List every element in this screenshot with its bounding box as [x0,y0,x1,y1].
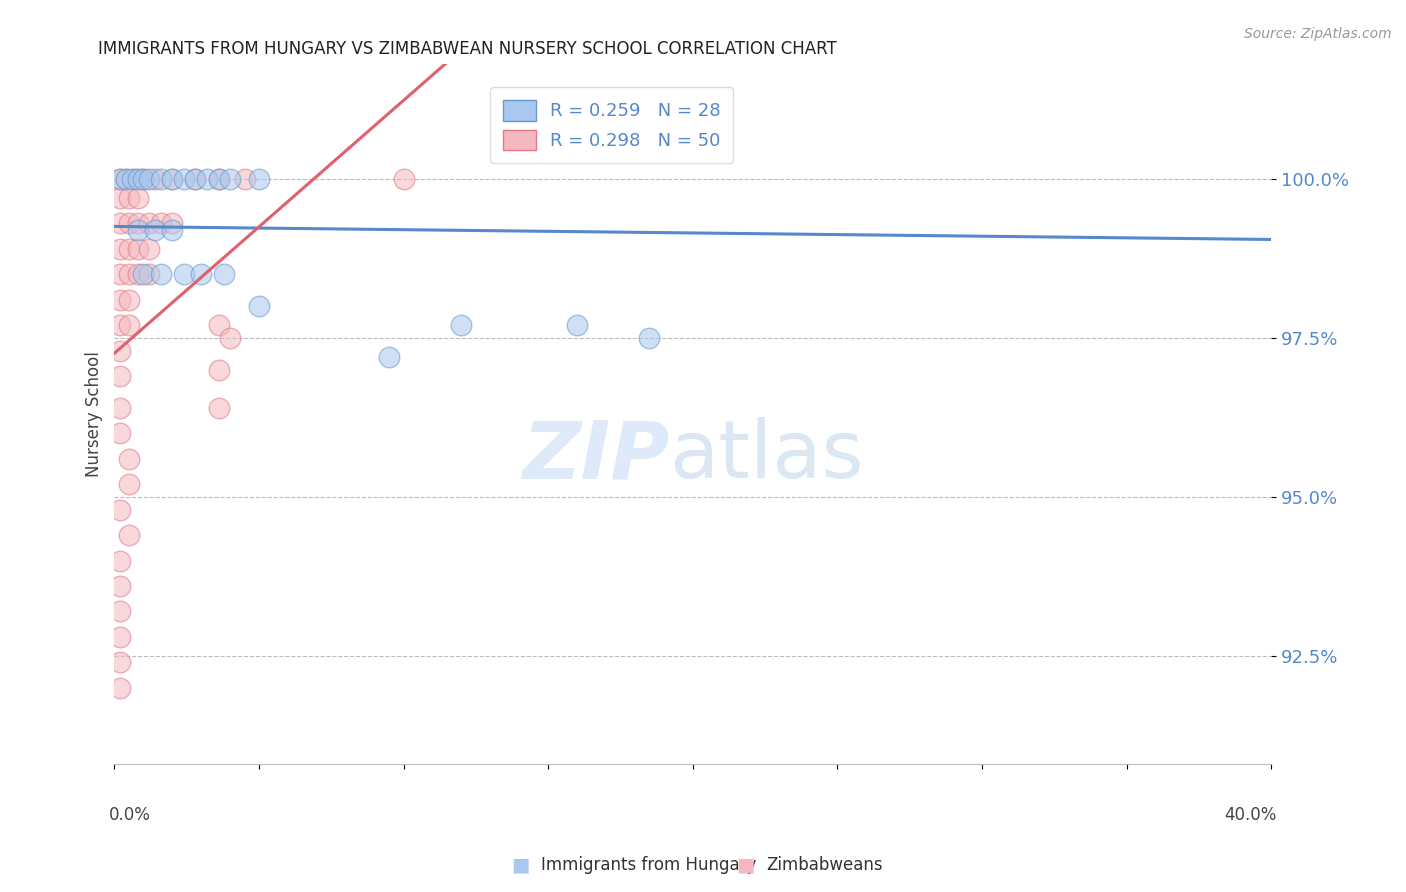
Point [108,191,131,205]
Point [450,318,472,332]
Point [162,171,184,186]
Point [565,318,588,332]
Point [149,216,172,230]
Point [118,242,141,256]
Point [121,171,143,186]
Text: ■: ■ [510,855,530,875]
Point [247,299,270,313]
Point [132,171,155,186]
Point [115,171,138,186]
Point [108,171,131,186]
Point [219,331,242,345]
Point [108,553,131,567]
Point [118,267,141,281]
Point [127,216,149,230]
Point [127,171,149,186]
Point [132,171,155,186]
Point [108,681,131,695]
Point [149,267,172,281]
Point [162,222,184,236]
Point [173,171,195,186]
Point [207,401,229,415]
Point [207,171,229,186]
Point [184,171,207,186]
Point [108,426,131,441]
Text: 40.0%: 40.0% [1225,806,1277,824]
Point [108,318,131,332]
Point [108,293,131,307]
Point [108,605,131,619]
Point [108,656,131,670]
Point [115,171,138,186]
Point [118,451,141,466]
Text: Immigrants from Hungary: Immigrants from Hungary [541,856,756,874]
Point [108,502,131,516]
Point [247,171,270,186]
Point [108,216,131,230]
Point [108,630,131,644]
Point [108,171,131,186]
Point [108,579,131,593]
Point [207,171,229,186]
Point [108,368,131,383]
Point [195,171,218,186]
Point [149,171,172,186]
Point [378,350,401,364]
Point [214,267,236,281]
Point [118,191,141,205]
Point [143,171,166,186]
Point [127,222,149,236]
Text: 0.0%: 0.0% [108,806,150,824]
Point [132,267,155,281]
Point [219,171,242,186]
Point [124,171,146,186]
Point [108,267,131,281]
Point [108,242,131,256]
Point [233,171,256,186]
Text: ZIP: ZIP [522,417,669,495]
Point [138,242,160,256]
Point [118,216,141,230]
Point [127,191,149,205]
Text: ■: ■ [735,855,755,875]
Point [162,216,184,230]
Point [207,362,229,376]
Y-axis label: Nursery School: Nursery School [86,351,103,477]
Point [143,222,166,236]
Point [108,343,131,358]
Point [392,171,415,186]
Point [118,477,141,491]
Point [127,267,149,281]
Point [138,216,160,230]
Point [118,318,141,332]
Text: IMMIGRANTS FROM HUNGARY VS ZIMBABWEAN NURSERY SCHOOL CORRELATION CHART: IMMIGRANTS FROM HUNGARY VS ZIMBABWEAN NU… [98,40,837,58]
Point [184,171,207,186]
Point [162,171,184,186]
Text: Source: ZipAtlas.com: Source: ZipAtlas.com [1244,27,1392,41]
Text: atlas: atlas [669,417,865,495]
Point [138,267,160,281]
Point [138,171,160,186]
Point [638,331,661,345]
Point [118,293,141,307]
Legend: R = 0.259   N = 28, R = 0.298   N = 50: R = 0.259 N = 28, R = 0.298 N = 50 [491,87,733,163]
Point [108,401,131,415]
Text: Zimbabweans: Zimbabweans [766,856,883,874]
Point [127,242,149,256]
Point [118,528,141,542]
Point [207,318,229,332]
Point [190,267,212,281]
Point [173,267,195,281]
